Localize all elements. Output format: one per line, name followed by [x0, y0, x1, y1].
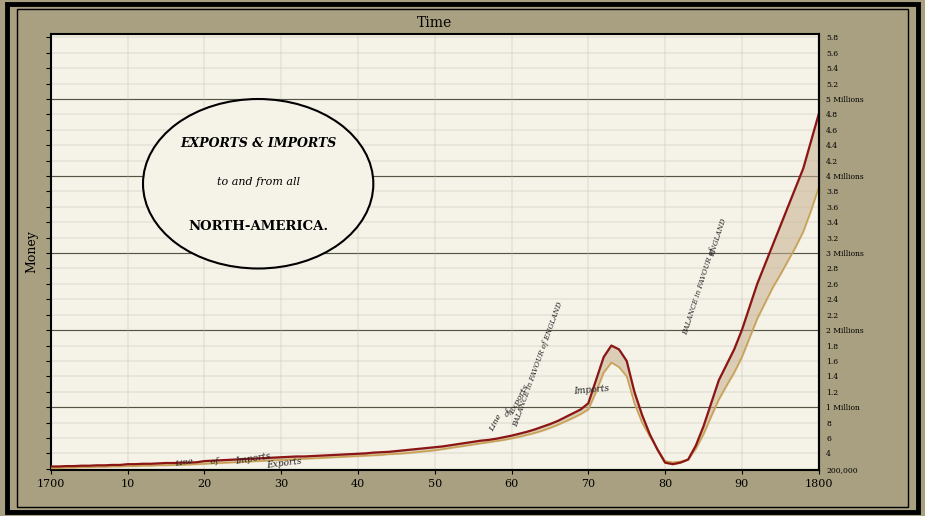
Y-axis label: Money: Money: [25, 230, 38, 273]
Text: NORTH-AMERICA.: NORTH-AMERICA.: [188, 220, 328, 233]
Title: Time: Time: [417, 15, 452, 29]
Text: ENGLAND: ENGLAND: [709, 218, 729, 258]
Text: Imports: Imports: [573, 384, 610, 396]
Text: Line: Line: [488, 412, 504, 433]
Text: of: of: [502, 407, 513, 418]
Ellipse shape: [143, 99, 374, 268]
Text: Imports: Imports: [235, 452, 272, 466]
Text: Exports: Exports: [265, 457, 302, 471]
Text: of: of: [204, 457, 219, 466]
Text: Line: Line: [174, 457, 193, 467]
Text: BALANCE in FAVOUR of ENGLAND: BALANCE in FAVOUR of ENGLAND: [512, 301, 565, 428]
Text: Exports: Exports: [508, 383, 530, 416]
Text: to and from all: to and from all: [216, 177, 300, 187]
Text: BALANCE in FAVOUR of: BALANCE in FAVOUR of: [682, 247, 718, 336]
Text: EXPORTS & IMPORTS: EXPORTS & IMPORTS: [180, 137, 337, 150]
